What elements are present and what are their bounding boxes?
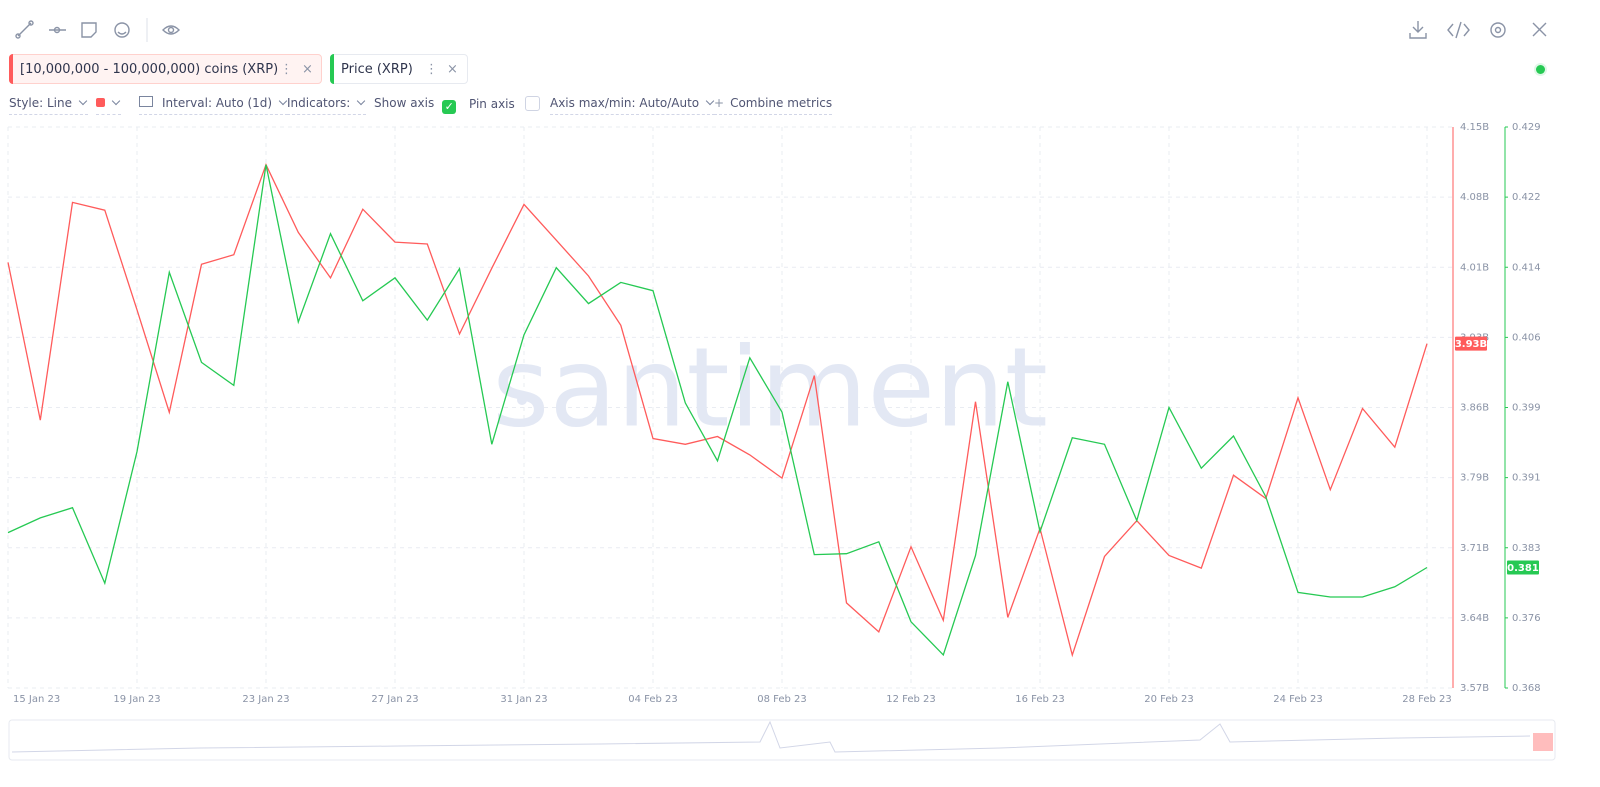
pin-axis-toggle[interactable]: Pin axis xyxy=(469,96,540,115)
y-tick-label: 3.86B xyxy=(1460,403,1489,414)
control-label: Style: Line xyxy=(9,96,73,110)
y-tick-label: 3.64B xyxy=(1460,613,1489,624)
watermark-dot xyxy=(1013,395,1023,405)
close-button[interactable] xyxy=(1532,22,1547,37)
indicators-dropdown[interactable]: Indicators: xyxy=(287,96,367,115)
y2-tick-label: 0.422 xyxy=(1512,192,1541,203)
draw-ray-button[interactable] xyxy=(49,26,66,34)
metric-name: Price (XRP) xyxy=(341,62,413,77)
y2-tick-label: 0.406 xyxy=(1512,332,1541,343)
x-tick-label: 23 Jan 23 xyxy=(242,694,289,705)
x-tick-label: 27 Jan 23 xyxy=(371,694,418,705)
series-line xyxy=(7,164,1428,657)
grid xyxy=(7,126,1453,689)
chip-color xyxy=(330,54,334,84)
x-tick-label: 24 Feb 23 xyxy=(1273,694,1323,705)
embed-button[interactable] xyxy=(1447,21,1470,39)
note-button[interactable] xyxy=(81,22,97,38)
control-label: Show axis xyxy=(374,96,435,110)
interval-dropdown[interactable]: Interval: Auto (1d) xyxy=(139,96,289,115)
last-value-label: 0.381 xyxy=(1507,563,1539,574)
x-tick-label: 28 Feb 23 xyxy=(1402,694,1452,705)
control-label: Interval: Auto (1d) xyxy=(162,96,273,110)
chip-menu[interactable]: ⋮ xyxy=(280,62,293,77)
navigator-preview xyxy=(11,720,1531,753)
x-tick-label: 20 Feb 23 xyxy=(1144,694,1194,705)
control-label: Pin axis xyxy=(469,97,515,111)
settings-button[interactable] xyxy=(1490,22,1506,38)
y2-tick-label: 0.399 xyxy=(1512,403,1541,414)
y2-tick-label: 0.391 xyxy=(1512,473,1541,484)
y2-tick-label: 0.414 xyxy=(1512,262,1541,273)
color-swatch xyxy=(96,98,105,107)
axis-minmax-dropdown[interactable]: Axis max/min: Auto/Auto xyxy=(550,96,716,115)
y2-tick-label: 0.429 xyxy=(1512,122,1541,133)
y-tick-label: 4.01B xyxy=(1460,262,1489,273)
color-dropdown[interactable] xyxy=(96,96,121,115)
y2-tick-label: 0.383 xyxy=(1512,543,1541,554)
combine-metrics-button[interactable]: + Combine metrics xyxy=(714,96,833,115)
control-label: Combine metrics xyxy=(730,96,833,110)
control-label: Indicators: xyxy=(287,96,351,110)
plus-icon: + xyxy=(714,96,725,110)
x-tick-label: 12 Feb 23 xyxy=(886,694,936,705)
metric-chip[interactable]: Price (XRP) ⋮ × xyxy=(330,54,468,84)
y-tick-label: 4.08B xyxy=(1460,192,1489,203)
last-value-badge xyxy=(1507,560,1539,575)
y2-tick-label: 0.368 xyxy=(1512,683,1541,694)
chip-remove[interactable]: × xyxy=(302,62,313,77)
last-value-label: 3.93B xyxy=(1455,339,1487,350)
last-value-badge xyxy=(1455,336,1487,351)
watermark-dot xyxy=(517,395,527,405)
checkbox xyxy=(524,96,540,111)
metric-name: [10,000,000 - 100,000,000) coins (XRP) xyxy=(20,62,279,77)
chip-menu[interactable]: ⋮ xyxy=(425,62,438,77)
checkbox-checked: ✓ xyxy=(442,100,457,114)
y-tick-label: 3.57B xyxy=(1460,683,1489,694)
chip-color xyxy=(9,54,13,84)
y2-tick-label: 0.376 xyxy=(1512,613,1541,624)
live-indicator xyxy=(1536,65,1545,74)
x-tick-label: 19 Jan 23 xyxy=(113,694,160,705)
y-tick-label: 3.71B xyxy=(1460,543,1489,554)
series-line xyxy=(7,163,1428,658)
style-dropdown[interactable]: Style: Line xyxy=(9,96,89,115)
x-tick-label: 08 Feb 23 xyxy=(757,694,807,705)
ruler-icon xyxy=(139,96,153,107)
show-axis-toggle[interactable]: Show axis ✓ xyxy=(374,96,457,118)
draw-line-button[interactable] xyxy=(15,20,34,39)
x-tick-label: 16 Feb 23 xyxy=(1015,694,1065,705)
navigator[interactable] xyxy=(8,719,1556,761)
y-tick-label: 4.15B xyxy=(1460,122,1489,133)
emoji-button[interactable] xyxy=(114,22,130,38)
metric-chip[interactable]: [10,000,000 - 100,000,000) coins (XRP) ⋮… xyxy=(9,54,322,84)
view-button[interactable] xyxy=(162,25,180,35)
watermark: santiment xyxy=(492,323,1048,451)
download-button[interactable] xyxy=(1409,21,1427,39)
toolbar xyxy=(15,18,1547,42)
x-tick-label: 15 Jan 23 xyxy=(13,694,60,705)
x-tick-label: 04 Feb 23 xyxy=(628,694,678,705)
y-tick-label: 3.79B xyxy=(1460,473,1489,484)
control-label: Axis max/min: Auto/Auto xyxy=(550,96,700,110)
navigator-window[interactable] xyxy=(1533,733,1553,751)
chip-remove[interactable]: × xyxy=(447,62,458,77)
x-tick-label: 31 Jan 23 xyxy=(500,694,547,705)
